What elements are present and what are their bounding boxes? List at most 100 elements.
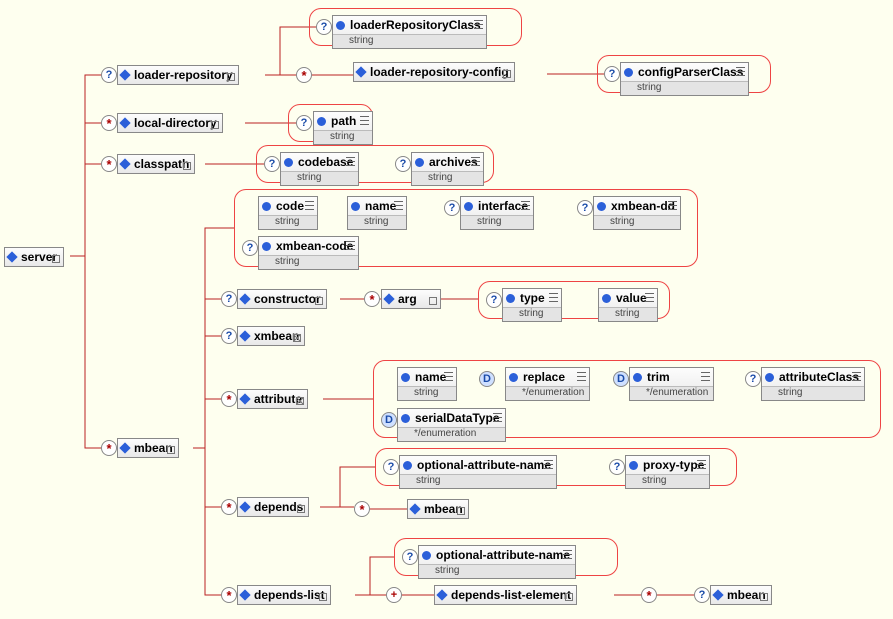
occurrence-indicator: ? xyxy=(221,328,237,344)
node-type: string xyxy=(314,130,372,144)
schema-node-arg[interactable]: arg xyxy=(381,289,441,309)
schema-node-proxyType[interactable]: proxy-typestring xyxy=(625,455,710,489)
schema-node-depends[interactable]: depends xyxy=(237,497,309,517)
node-label: local-directory xyxy=(134,116,217,130)
element-icon xyxy=(383,293,394,304)
occurrence-indicator: + xyxy=(386,587,402,603)
schema-node-xmbeandd[interactable]: xmbean-ddstring xyxy=(593,196,681,230)
node-label: depends xyxy=(254,500,303,514)
node-label: depends-list-element xyxy=(451,588,571,602)
attribute-icon xyxy=(415,158,424,167)
text-content-icon xyxy=(645,293,654,302)
occurrence-indicator: ? xyxy=(264,156,280,172)
text-content-icon xyxy=(493,413,502,422)
schema-node-server[interactable]: server xyxy=(4,247,64,267)
occurrence-indicator: ? xyxy=(101,67,117,83)
attribute-icon xyxy=(317,117,326,126)
schema-node-name[interactable]: namestring xyxy=(347,196,407,230)
schema-node-value[interactable]: value string xyxy=(598,288,658,322)
expand-icon[interactable] xyxy=(183,162,191,170)
expand-icon[interactable] xyxy=(319,593,327,601)
expand-icon[interactable] xyxy=(315,297,323,305)
schema-node-xmbeancode[interactable]: xmbean-codestring xyxy=(258,236,359,270)
schema-node-codebase[interactable]: codebasestring xyxy=(280,152,359,186)
occurrence-indicator: ? xyxy=(221,291,237,307)
occurrence-indicator: ? xyxy=(444,200,460,216)
text-content-icon xyxy=(360,116,369,125)
node-label: arg xyxy=(398,292,417,306)
expand-icon[interactable] xyxy=(297,505,305,513)
schema-node-dlmbean[interactable]: mbean xyxy=(710,585,772,605)
schema-node-path[interactable]: pathstring xyxy=(313,111,373,145)
node-label: optional-attribute-name xyxy=(436,548,570,562)
attribute-icon xyxy=(597,202,606,211)
expand-icon[interactable] xyxy=(503,70,511,78)
element-icon xyxy=(409,503,420,514)
schema-node-constructor[interactable]: constructor xyxy=(237,289,327,309)
schema-node-serialDT[interactable]: serialDataType*/enumeration xyxy=(397,408,506,442)
element-icon xyxy=(119,117,130,128)
schema-node-replace[interactable]: replace*/enumeration xyxy=(505,367,590,401)
schema-node-code[interactable]: codestring xyxy=(258,196,318,230)
node-label: attributeClass xyxy=(779,370,859,384)
text-content-icon xyxy=(701,372,710,381)
occurrence-indicator: D xyxy=(381,412,397,428)
schema-node-attrClass[interactable]: attributeClassstring xyxy=(761,367,865,401)
node-type: string xyxy=(419,564,575,578)
attribute-icon xyxy=(506,294,515,303)
schema-node-loaderRepoConfig[interactable]: loader-repository-config xyxy=(353,62,515,82)
expand-icon[interactable] xyxy=(52,255,60,263)
occurrence-indicator: ? xyxy=(486,292,502,308)
schema-node-dependsList[interactable]: depends-list xyxy=(237,585,331,605)
node-type: */enumeration xyxy=(398,427,505,441)
schema-node-trim[interactable]: trim*/enumeration xyxy=(629,367,714,401)
node-label: loaderRepositoryClass xyxy=(350,18,481,32)
text-content-icon xyxy=(346,241,355,250)
schema-node-configParserClass[interactable]: configParserClassstring xyxy=(620,62,749,96)
schema-node-xmbean[interactable]: xmbean xyxy=(237,326,305,346)
node-type: string xyxy=(259,215,317,229)
node-label: proxy-type xyxy=(643,458,704,472)
attribute-icon xyxy=(633,373,642,382)
schema-node-localDir[interactable]: local-directory xyxy=(117,113,223,133)
occurrence-indicator: * xyxy=(221,391,237,407)
schema-node-archives[interactable]: archivesstring xyxy=(411,152,484,186)
node-label: type xyxy=(520,291,545,305)
node-type: string xyxy=(599,307,657,321)
node-label: trim xyxy=(647,370,670,384)
occurrence-indicator: ? xyxy=(383,459,399,475)
schema-node-type[interactable]: typestring xyxy=(502,288,562,322)
schema-node-aname[interactable]: namestring xyxy=(397,367,457,401)
node-type: string xyxy=(621,81,748,95)
node-type: string xyxy=(333,34,486,48)
expand-icon[interactable] xyxy=(760,593,768,601)
schema-node-attribute[interactable]: attribute xyxy=(237,389,308,409)
node-label: loader-repository xyxy=(134,68,233,82)
schema-node-optAttrName2[interactable]: optional-attribute-name string xyxy=(418,545,576,579)
attribute-icon xyxy=(262,242,271,251)
node-label: value xyxy=(616,291,647,305)
attribute-icon xyxy=(351,202,360,211)
attribute-icon xyxy=(629,461,638,470)
text-content-icon xyxy=(305,201,314,210)
attribute-icon xyxy=(464,202,473,211)
occurrence-indicator: ? xyxy=(242,240,258,256)
schema-node-optAttrName[interactable]: optional-attribute-namestring xyxy=(399,455,557,489)
schema-node-dmbean[interactable]: mbean xyxy=(407,499,469,519)
text-content-icon xyxy=(577,372,586,381)
schema-node-dlElem[interactable]: depends-list-element xyxy=(434,585,577,605)
expand-icon[interactable] xyxy=(429,297,437,305)
schema-node-loaderRepoClass[interactable]: loaderRepositoryClass string xyxy=(332,15,487,49)
text-content-icon xyxy=(444,372,453,381)
element-icon xyxy=(119,442,130,453)
attribute-icon xyxy=(262,202,271,211)
schema-node-classpath[interactable]: classpath xyxy=(117,154,195,174)
schema-node-interface[interactable]: interfacestring xyxy=(460,196,534,230)
expand-icon[interactable] xyxy=(457,507,465,515)
schema-node-loaderRepo[interactable]: loader-repository xyxy=(117,65,239,85)
schema-node-mbean[interactable]: mbean xyxy=(117,438,179,458)
expand-icon[interactable] xyxy=(211,121,219,129)
expand-icon[interactable] xyxy=(167,446,175,454)
expand-icon[interactable] xyxy=(227,73,235,81)
expand-icon[interactable] xyxy=(565,593,573,601)
